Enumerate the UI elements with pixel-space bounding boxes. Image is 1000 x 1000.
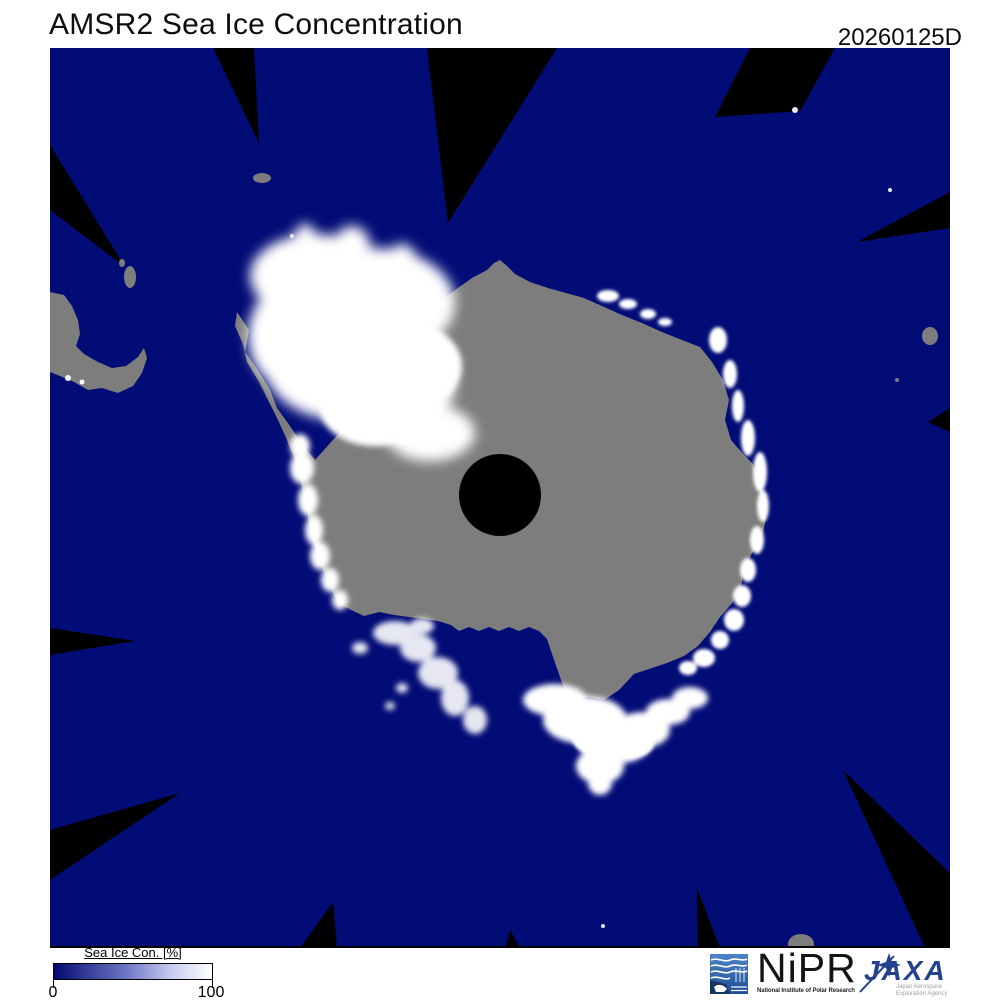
northeast-coast-ice (597, 290, 672, 326)
swath-gap-wedge (843, 770, 950, 948)
nipr-logo-subtitle: National Institute of Polar Research (757, 988, 855, 994)
legend-tick-max (212, 980, 213, 988)
legend-tick-min (53, 980, 54, 988)
jaxa-logo-text: JAXA (864, 955, 947, 986)
jaxa-star-icon (877, 953, 901, 977)
east-coast-ice (679, 327, 769, 675)
legend-colorbar (53, 963, 213, 980)
island (124, 266, 136, 288)
swath-gap-wedge (50, 145, 125, 267)
legend-min-value: 0 (48, 984, 58, 1000)
swath-gap-wedge (697, 888, 720, 948)
island (788, 934, 814, 948)
isolated-ice-specks (65, 107, 892, 928)
jaxa-subtitle-line1: Japan Aerospace (896, 984, 943, 990)
pole-observation-hole (459, 454, 541, 536)
legend-label: Sea Ice Con. [%] (84, 945, 182, 960)
swath-gap-wedge (928, 408, 950, 432)
swath-gap-wedge (715, 48, 835, 117)
swath-gap-wedge (50, 793, 180, 880)
swath-gap-wedge (50, 628, 135, 655)
swath-gap-wedge (505, 930, 520, 948)
ross-sea-ice-core (555, 708, 654, 758)
swath-gap-wedge (857, 192, 950, 242)
jaxa-logo: JAXA Japan Aerospace Exploration Agency (856, 950, 966, 1000)
southwest-ice-wisps (352, 618, 487, 734)
west-coast-ice (290, 434, 348, 610)
island (922, 327, 938, 345)
jaxa-subtitle-line2: Exploration Agency (896, 991, 947, 997)
weddell-sea-ice-core (274, 268, 462, 446)
nipr-emblem-icon (710, 954, 748, 999)
page-title: AMSR2 Sea Ice Concentration (49, 8, 463, 41)
south-america-tip (50, 292, 147, 393)
sea-ice-map-canvas (50, 48, 950, 948)
island (119, 259, 125, 267)
swath-gap-wedge (300, 902, 337, 948)
island (895, 378, 899, 382)
swath-gap-wedge (213, 48, 259, 143)
sea-ice-map (50, 48, 950, 948)
island (253, 173, 271, 183)
date-label: 20260125D (837, 24, 962, 51)
map-bottom-border (50, 946, 950, 948)
swath-gap-wedge (427, 48, 557, 223)
nipr-logo-text: NiPR (757, 945, 857, 991)
swath-gap-wedges (50, 48, 950, 948)
legend-max-value: 100 (197, 984, 225, 1000)
